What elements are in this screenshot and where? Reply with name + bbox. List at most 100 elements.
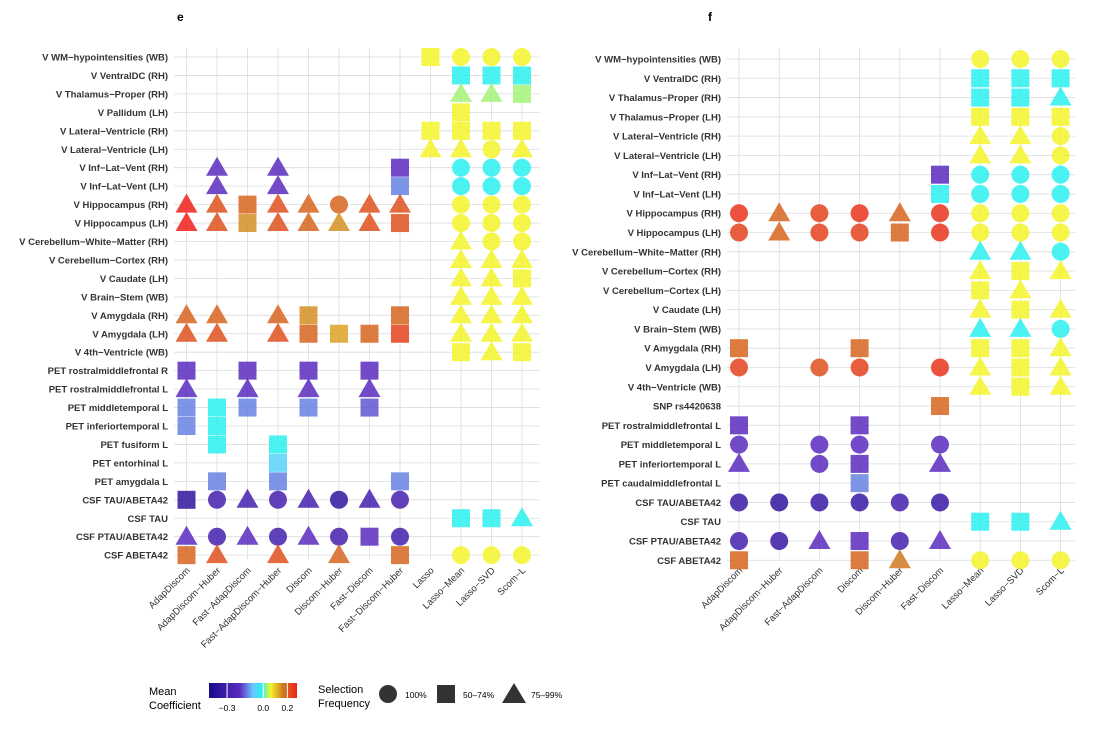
point-circle xyxy=(1011,551,1030,570)
feature-label: CSF TAU xyxy=(128,514,169,525)
point-square xyxy=(482,121,501,140)
panel-e: e V WM−hypointensities (WB) V VentralDC (… xyxy=(19,10,540,650)
point-triangle xyxy=(1009,240,1032,260)
point-triangle xyxy=(450,82,472,102)
feature-label: V Cerebellum−Cortex (RH) xyxy=(49,255,168,266)
point-circle xyxy=(513,158,531,177)
point-triangle xyxy=(969,125,992,145)
point-square xyxy=(299,324,318,343)
feature-label: PET rostralmiddlefrontal R xyxy=(48,366,168,377)
panel-e-method-labels: AdapDiscomAdapDiscom−HuberFast−AdapDisco… xyxy=(147,565,528,650)
point-triangle xyxy=(175,193,198,213)
color-bar-tick-label: 0.0 xyxy=(257,703,269,713)
feature-label: V WM−hypointensities (WB) xyxy=(595,55,721,66)
point-triangle xyxy=(389,193,411,213)
feature-label: V Lateral−Ventricle (LH) xyxy=(61,145,168,156)
point-square xyxy=(730,551,748,570)
point-circle xyxy=(330,195,348,214)
point-triangle xyxy=(206,304,228,324)
point-square xyxy=(971,281,990,300)
point-square xyxy=(391,324,409,343)
point-square xyxy=(391,177,409,196)
feature-label: PET inferiortemporal L xyxy=(619,459,722,470)
feature-label: PET middletemporal L xyxy=(621,440,721,451)
point-triangle xyxy=(768,202,791,222)
method-label: Scom−L xyxy=(1034,565,1067,598)
point-triangle xyxy=(728,452,750,472)
point-square xyxy=(890,223,909,242)
point-circle xyxy=(971,184,990,203)
point-square xyxy=(238,361,257,380)
feature-label: V Caudate (LH) xyxy=(100,274,168,285)
point-circle xyxy=(513,546,531,565)
panel-e-title: e xyxy=(177,10,184,24)
point-circle xyxy=(1051,127,1070,146)
point-circle xyxy=(1051,165,1070,184)
feature-label: V Inf−Lat−Vent (RH) xyxy=(79,163,168,174)
method-label: Discom xyxy=(836,565,866,595)
panel-f: f V WM−hypointensities (WB) V VentralDC (… xyxy=(572,10,1075,633)
point-triangle xyxy=(175,304,198,324)
point-triangle xyxy=(511,507,533,527)
point-triangle xyxy=(969,317,992,337)
point-circle xyxy=(730,493,748,512)
point-triangle xyxy=(480,248,503,268)
feature-label: PET entorhinal L xyxy=(93,458,169,469)
point-circle xyxy=(770,493,789,512)
shape-legend-title-line2: Frequency xyxy=(318,698,370,710)
point-square xyxy=(360,361,379,380)
point-triangle xyxy=(297,378,320,398)
feature-label: PET middletemporal L xyxy=(68,403,168,414)
point-triangle xyxy=(297,525,320,545)
point-triangle xyxy=(206,193,228,213)
point-square xyxy=(238,214,257,233)
point-triangle xyxy=(480,285,503,305)
point-square xyxy=(730,339,748,358)
point-triangle xyxy=(297,212,320,232)
point-triangle xyxy=(969,356,992,376)
feature-label: V Lateral−Ventricle (RH) xyxy=(60,126,168,137)
point-circle xyxy=(482,140,501,159)
point-circle xyxy=(482,48,501,66)
point-triangle xyxy=(480,267,503,287)
point-square xyxy=(513,66,531,85)
point-square xyxy=(931,184,949,203)
method-label: Fast−Discom xyxy=(899,565,946,612)
point-triangle xyxy=(888,549,911,569)
point-square xyxy=(1011,88,1030,107)
point-triangle xyxy=(267,304,289,324)
feature-label: CSF ABETA42 xyxy=(657,556,721,567)
point-circle xyxy=(890,532,909,550)
point-circle xyxy=(208,527,226,546)
point-circle xyxy=(931,493,949,512)
point-circle xyxy=(730,435,748,454)
feature-label: CSF TAU/ABETA42 xyxy=(82,495,168,506)
point-triangle xyxy=(358,488,381,508)
point-triangle xyxy=(206,322,228,342)
point-square xyxy=(391,546,409,565)
feature-label: PET rostralmiddlefrontal L xyxy=(602,421,721,432)
point-square xyxy=(177,546,196,565)
point-square xyxy=(391,158,409,177)
point-triangle xyxy=(450,285,472,305)
point-square xyxy=(931,165,949,184)
feature-label: V VentralDC (RH) xyxy=(91,71,168,82)
point-circle xyxy=(1051,223,1070,242)
point-triangle xyxy=(808,530,831,549)
point-square xyxy=(421,48,440,66)
point-triangle xyxy=(267,544,289,564)
point-circle xyxy=(1051,50,1070,68)
point-triangle xyxy=(450,267,472,287)
point-triangle xyxy=(511,248,533,268)
point-triangle xyxy=(768,221,791,241)
point-square xyxy=(391,306,409,325)
point-circle xyxy=(850,204,869,223)
feature-label: V Amygdala (RH) xyxy=(644,344,721,355)
point-square xyxy=(513,269,531,288)
method-label: Lasso−SVD xyxy=(983,565,1027,609)
point-square xyxy=(452,509,470,528)
point-circle xyxy=(730,223,748,242)
point-triangle xyxy=(267,322,289,342)
feature-label: V Inf−Lat−Vent (RH) xyxy=(632,170,721,181)
point-square xyxy=(452,121,470,140)
